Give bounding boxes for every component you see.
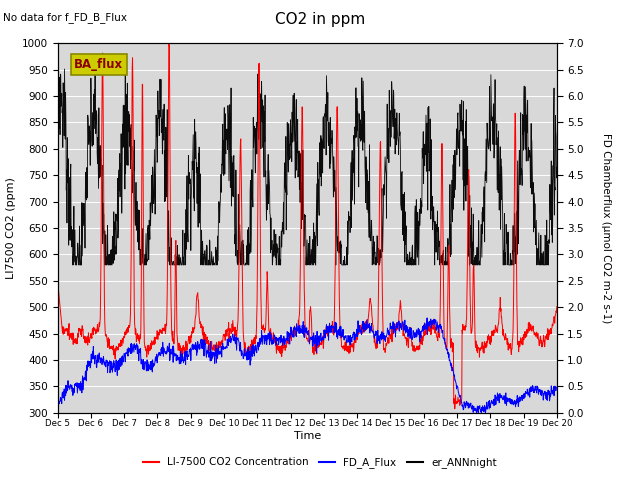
Text: BA_flux: BA_flux xyxy=(74,58,124,71)
Legend: LI-7500 CO2 Concentration, FD_A_Flux, er_ANNnight: LI-7500 CO2 Concentration, FD_A_Flux, er… xyxy=(140,453,500,472)
Text: No data for f_FD_B_Flux: No data for f_FD_B_Flux xyxy=(3,12,127,23)
Y-axis label: FD Chamberflux (μmol CO2 m-2 s-1): FD Chamberflux (μmol CO2 m-2 s-1) xyxy=(600,133,611,323)
Text: CO2 in ppm: CO2 in ppm xyxy=(275,12,365,27)
Y-axis label: LI7500 CO2 (ppm): LI7500 CO2 (ppm) xyxy=(6,177,16,279)
X-axis label: Time: Time xyxy=(294,431,321,441)
